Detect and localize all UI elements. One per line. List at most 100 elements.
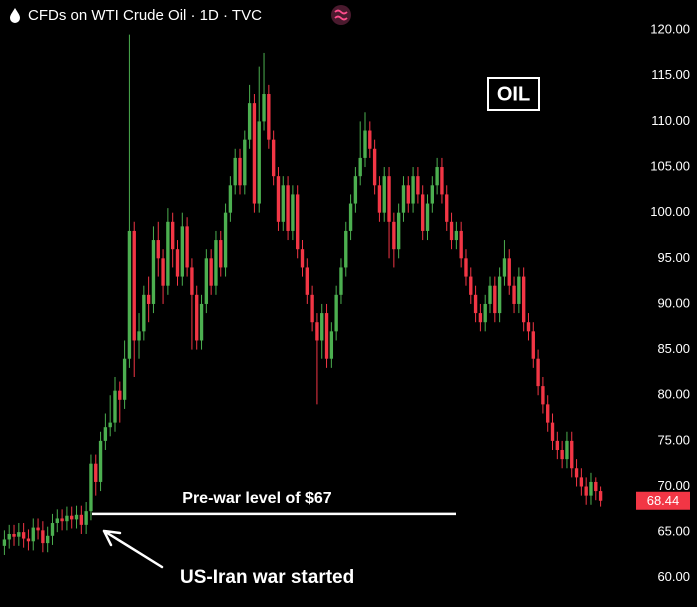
candle-body [421, 194, 425, 231]
candle-body [276, 176, 281, 222]
candle-body [517, 276, 521, 304]
candle-body [60, 518, 64, 522]
candle-body [449, 221, 454, 241]
candle-body [497, 276, 502, 314]
y-tick-label: 75.00 [657, 432, 690, 447]
y-tick-label: 120.00 [650, 22, 690, 37]
title-badge-glyph [334, 9, 348, 21]
candle-body [546, 404, 550, 423]
candle-body [21, 532, 26, 539]
candle-body [464, 258, 468, 277]
last-price-label: 68.44 [647, 493, 680, 508]
y-tick-label: 105.00 [650, 158, 690, 173]
candle-body [377, 185, 382, 213]
candle-body [536, 358, 540, 387]
candle-body [512, 285, 516, 304]
candle-body [219, 240, 223, 268]
candle-body [233, 157, 237, 186]
y-tick-label: 85.00 [657, 341, 690, 356]
candle-body [12, 533, 16, 537]
candle-body [45, 535, 50, 544]
candle-body [214, 240, 218, 286]
candle-body [171, 221, 175, 250]
badge-box [487, 77, 540, 111]
y-tick-label: 80.00 [657, 387, 690, 402]
candle-body [271, 139, 276, 177]
candle-body [363, 130, 367, 158]
candle-body [228, 185, 233, 213]
candle-body [488, 285, 492, 304]
candle-body [555, 440, 560, 451]
candle-body [161, 258, 165, 286]
candle-body [7, 533, 11, 540]
candle-body [430, 185, 434, 204]
candle-body [440, 167, 444, 195]
candle-body [89, 463, 93, 512]
candle-body [17, 532, 21, 537]
candle-body [473, 294, 478, 314]
candle-body [55, 518, 59, 524]
candle-body [521, 276, 526, 323]
candle-body [459, 230, 463, 259]
candle-body [180, 226, 184, 277]
chart-title: CFDs on WTI Crude Oil · 1D · TVC [28, 7, 262, 24]
candle-body [127, 230, 132, 359]
candle-body [122, 358, 127, 400]
annotation: US-Iran war started [180, 567, 354, 588]
candle-body [372, 148, 377, 186]
last-price-tag [636, 491, 690, 510]
y-tick-label: 70.00 [657, 478, 690, 493]
candle-body [84, 511, 88, 525]
candle-body [320, 313, 324, 341]
candle-body [526, 322, 531, 332]
candle-body [570, 440, 574, 469]
candle-body [209, 258, 213, 286]
y-tick-label: 95.00 [657, 250, 690, 265]
candle-body [118, 390, 122, 400]
candle-body [579, 477, 584, 487]
candle-body [79, 514, 84, 525]
candle-body [344, 230, 348, 268]
candle-body [315, 322, 319, 341]
candle-body [74, 514, 79, 520]
candle-body [387, 176, 391, 222]
y-tick-label: 115.00 [651, 67, 690, 82]
candle-body [401, 185, 406, 213]
candle-body [339, 267, 343, 295]
y-tick-label: 65.00 [657, 524, 690, 539]
candle-body [478, 313, 483, 323]
candle-body [396, 212, 401, 250]
candle-body [223, 212, 228, 268]
candle-body [296, 194, 300, 250]
candle-body [594, 481, 598, 492]
candle-body [36, 527, 40, 531]
candle-body [50, 523, 55, 536]
title-icon [10, 8, 20, 23]
candle-body [137, 331, 141, 341]
candle-body [416, 176, 420, 195]
y-tick-label: 100.00 [650, 204, 690, 219]
y-tick-label: 60.00 [657, 569, 690, 584]
candle-body [598, 491, 603, 501]
candle-body [411, 176, 415, 204]
candle-body [190, 267, 194, 295]
candle-body [204, 258, 209, 304]
candle-body [262, 94, 266, 122]
candle-body [103, 427, 108, 441]
candle-body [454, 230, 459, 241]
candle-body [469, 276, 473, 295]
candle-body [483, 303, 487, 323]
candle-body [156, 240, 160, 259]
candle-body [368, 130, 372, 149]
candle-body [94, 463, 98, 482]
candle-body [305, 267, 309, 295]
candle-body [132, 230, 136, 341]
candle-body [267, 94, 271, 140]
candle-body [584, 486, 588, 496]
candle-body [425, 203, 430, 231]
candle-body [195, 294, 199, 341]
badge: OIL [497, 83, 530, 105]
candle-body [286, 185, 290, 231]
candles [2, 34, 603, 555]
candle-body [550, 422, 555, 441]
